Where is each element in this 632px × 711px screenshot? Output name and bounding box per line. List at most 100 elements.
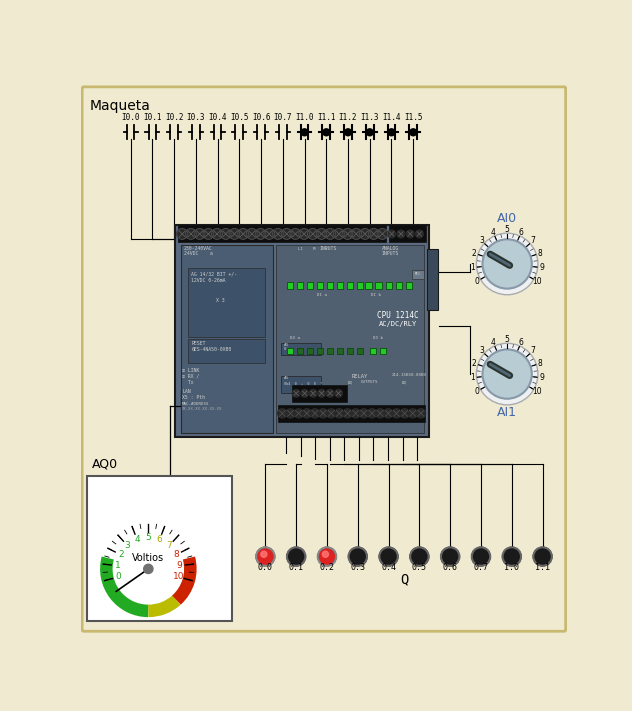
Circle shape [325,228,336,240]
FancyBboxPatch shape [82,87,566,631]
Text: 3: 3 [479,346,484,356]
Circle shape [471,338,543,410]
Bar [347,348,353,354]
Text: 1: 1 [470,373,475,383]
Text: I0.0: I0.0 [121,113,140,122]
Text: 2: 2 [472,249,477,258]
Circle shape [229,228,240,240]
Circle shape [290,228,301,240]
Circle shape [261,551,267,557]
Circle shape [471,547,490,566]
Text: 0b4  0  ↓  0  0  *: 0b4 0 ↓ 0 0 * [284,382,322,386]
Text: 12VDC 0-26mA: 12VDC 0-26mA [191,278,226,283]
Circle shape [473,549,489,565]
Bar [337,282,343,289]
Text: I1.2: I1.2 [339,113,357,122]
Text: 0.0: 0.0 [258,563,273,572]
Text: MAC-ADDRESS: MAC-ADDRESS [182,402,210,406]
Circle shape [344,129,351,136]
Bar [297,348,303,354]
Circle shape [375,409,385,418]
Text: 2: 2 [118,550,123,560]
Text: ANALOG: ANALOG [382,246,399,251]
Circle shape [367,409,377,418]
Text: I0.7: I0.7 [274,113,292,122]
Circle shape [277,409,287,418]
Circle shape [359,409,368,418]
Bar [87,476,231,621]
Text: 5: 5 [145,533,151,542]
Text: ≡ RX /: ≡ RX / [182,374,200,379]
Text: 6: 6 [519,338,524,347]
Bar [317,348,323,354]
Text: 7: 7 [530,346,535,356]
Circle shape [293,390,300,397]
Bar [174,225,428,437]
Bar [411,270,424,279]
Circle shape [246,228,257,240]
Text: 5: 5 [505,225,509,234]
Text: 6ES-4NA50-0XB0: 6ES-4NA50-0XB0 [191,347,232,352]
Text: RELAY: RELAY [351,374,367,379]
Circle shape [318,547,336,566]
Circle shape [350,549,365,565]
Text: I0.3: I0.3 [186,113,205,122]
Text: DQ: DQ [402,380,406,385]
Text: 8: 8 [173,550,179,560]
Text: 3: 3 [479,236,484,245]
Text: OUTPUTS: OUTPUTS [361,380,379,385]
Bar [370,348,376,354]
Circle shape [442,549,458,565]
Circle shape [411,549,427,565]
Circle shape [322,551,329,557]
Circle shape [392,409,401,418]
Circle shape [408,409,417,418]
Text: I0.4: I0.4 [209,113,227,122]
Circle shape [533,547,552,566]
Text: AG 14/32 BIT +/-: AG 14/32 BIT +/- [191,272,238,277]
Circle shape [367,129,374,136]
Bar [188,268,265,337]
Bar [181,245,273,434]
Circle shape [194,228,205,240]
Text: 4: 4 [135,535,140,545]
Circle shape [309,390,317,397]
Bar [287,282,293,289]
Text: 8: 8 [538,359,542,368]
Circle shape [288,549,304,565]
Circle shape [415,230,423,237]
Text: 0: 0 [475,277,480,286]
Text: ≡ LINK: ≡ LINK [182,368,200,373]
Text: 4: 4 [490,228,495,237]
Bar [357,282,363,289]
Circle shape [535,549,550,565]
Text: 0: 0 [284,347,286,351]
Bar [389,225,425,242]
Text: 214-15B50-0XB0: 214-15B50-0XB0 [392,373,427,377]
Circle shape [477,233,538,295]
Text: 1.1: 1.1 [535,563,550,572]
Text: AI1: AI1 [497,406,517,419]
Circle shape [342,228,353,240]
Circle shape [301,129,308,136]
Circle shape [377,228,388,240]
Circle shape [379,547,398,566]
Circle shape [482,349,532,399]
Bar [188,339,265,363]
Text: MCC: MCC [415,272,421,276]
Text: X 3: X 3 [216,299,225,304]
Text: 0: 0 [116,572,121,582]
Text: AI0: AI0 [497,213,517,225]
Text: RESET: RESET [191,341,206,346]
Text: 9: 9 [539,263,544,272]
Circle shape [410,547,428,566]
Text: 0.3: 0.3 [350,563,365,572]
Circle shape [203,228,214,240]
Text: Tx: Tx [182,380,194,385]
Circle shape [388,129,395,136]
Circle shape [310,409,320,418]
Text: CPU 1214C: CPU 1214C [377,311,418,320]
Circle shape [348,547,367,566]
Text: DO b: DO b [373,336,383,341]
Text: L1    M    i: L1 M i [298,247,328,251]
